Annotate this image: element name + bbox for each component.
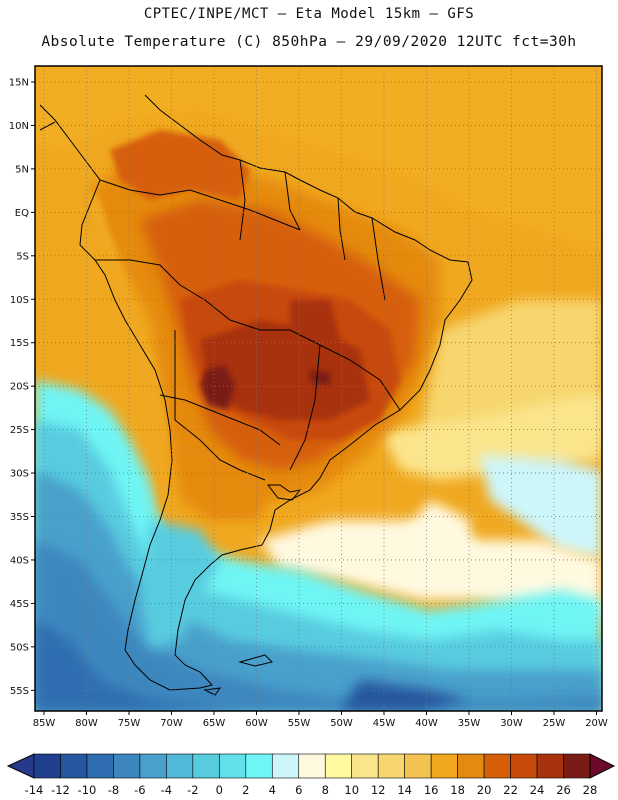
colorbar-label: 26 — [556, 783, 571, 797]
colorbar-label: 28 — [583, 783, 598, 797]
colorbar-swatch — [271, 753, 300, 779]
title-line-1: CPTEC/INPE/MCT — Eta Model 15km — GFS — [143, 6, 475, 22]
latitude-labels: 15N 10N 5N EQ 5S 10S 15S 20S 25S 30S 35S 40S 45S 50S 5… — [9, 78, 35, 697]
colorbar-swatch — [86, 753, 114, 779]
colorbar-label: -14 — [25, 783, 44, 797]
colorbar-label: 0 — [216, 783, 223, 797]
longitude-labels: 85W 80W 75W 70W 65W 60W 55W 50W 45W 40W 35W 30W 25W 2… — [33, 711, 608, 729]
colorbar-label: 6 — [295, 783, 302, 797]
colorbar-swatch — [219, 753, 247, 779]
lat-label: 10S — [10, 295, 29, 306]
lon-label: 20W — [585, 718, 608, 729]
lon-label: 80W — [75, 718, 98, 729]
colorbar-swatch — [33, 753, 61, 779]
colorbar-label: 14 — [397, 783, 412, 797]
colorbar-swatch — [60, 753, 88, 779]
colorbar-swatch — [377, 753, 405, 779]
lat-label: EQ — [15, 208, 29, 219]
lat-label: 15N — [9, 78, 29, 89]
temperature-field — [35, 66, 602, 711]
colorbar-swatch — [483, 753, 511, 779]
lat-label: 5N — [15, 164, 29, 175]
colorbar-label: -8 — [108, 783, 119, 797]
colorbar-label: -6 — [134, 783, 145, 797]
lon-label: 65W — [203, 718, 226, 729]
colorbar-swatch — [457, 753, 485, 779]
colorbar-label: 22 — [503, 783, 518, 797]
colorbar-swatch — [166, 753, 194, 779]
lon-label: 50W — [330, 718, 353, 729]
colorbar-over-arrow — [589, 753, 616, 779]
colorbar-label: 2 — [242, 783, 249, 797]
colorbar-under-arrow — [6, 753, 35, 779]
colorbar-swatch — [430, 753, 458, 779]
lat-label: 45S — [10, 599, 29, 610]
colorbar-label: 24 — [530, 783, 545, 797]
lat-label: 5S — [16, 251, 29, 262]
lon-label: 40W — [415, 718, 438, 729]
lon-label: 25W — [543, 718, 566, 729]
colorbar-label: 10 — [344, 783, 359, 797]
lon-label: 30W — [500, 718, 523, 729]
colorbar-swatch — [324, 753, 353, 779]
lon-label: 85W — [33, 718, 56, 729]
lat-label: 50S — [10, 642, 29, 653]
colorbar-label: -10 — [78, 783, 97, 797]
colorbar-label: -4 — [161, 783, 172, 797]
colorbar-swatch — [351, 753, 379, 779]
colorbar-label: 16 — [424, 783, 439, 797]
graticule — [35, 66, 602, 711]
colorbar-swatch — [113, 753, 141, 779]
colorbar-label: 8 — [322, 783, 329, 797]
colorbar-swatch — [563, 753, 591, 779]
colorbar-label: 18 — [450, 783, 465, 797]
lat-label: 55S — [10, 686, 29, 697]
lat-label: 30S — [10, 469, 29, 480]
lon-label: 35W — [458, 718, 481, 729]
map-frame — [34, 65, 603, 712]
lon-label: 60W — [245, 718, 268, 729]
colorbar-label: -12 — [51, 783, 70, 797]
lat-label: 35S — [10, 512, 29, 523]
colorbar-swatch — [510, 753, 538, 779]
lon-label: 75W — [118, 718, 141, 729]
lat-label: 10N — [9, 121, 29, 132]
title-line-2: Absolute Temperature (C) 850hPa — 29/09/… — [41, 34, 577, 50]
colorbar-swatch — [139, 753, 167, 779]
colorbar: -14 -12 -10 -8 -6 -4 -2 0 2 4 6 8 10 12 14 16 18 20 22 24 26… — [6, 753, 616, 797]
lat-label: 20S — [10, 382, 29, 393]
colorbar-label: 12 — [371, 783, 386, 797]
lat-label: 40S — [10, 555, 29, 566]
colorbar-swatch — [298, 753, 326, 779]
colorbar-swatch — [404, 753, 432, 779]
colorbar-swatch — [245, 753, 273, 779]
colorbar-swatch — [536, 753, 564, 779]
colorbar-label: 20 — [477, 783, 492, 797]
lon-label: 45W — [373, 718, 396, 729]
lon-label: 55W — [288, 718, 311, 729]
coastline — [39, 94, 473, 696]
colorbar-label: 4 — [269, 783, 276, 797]
lat-label: 25S — [10, 425, 29, 436]
lat-label: 15S — [10, 338, 29, 349]
lon-label: 70W — [160, 718, 183, 729]
colorbar-label: -2 — [187, 783, 198, 797]
colorbar-swatch — [192, 753, 220, 779]
